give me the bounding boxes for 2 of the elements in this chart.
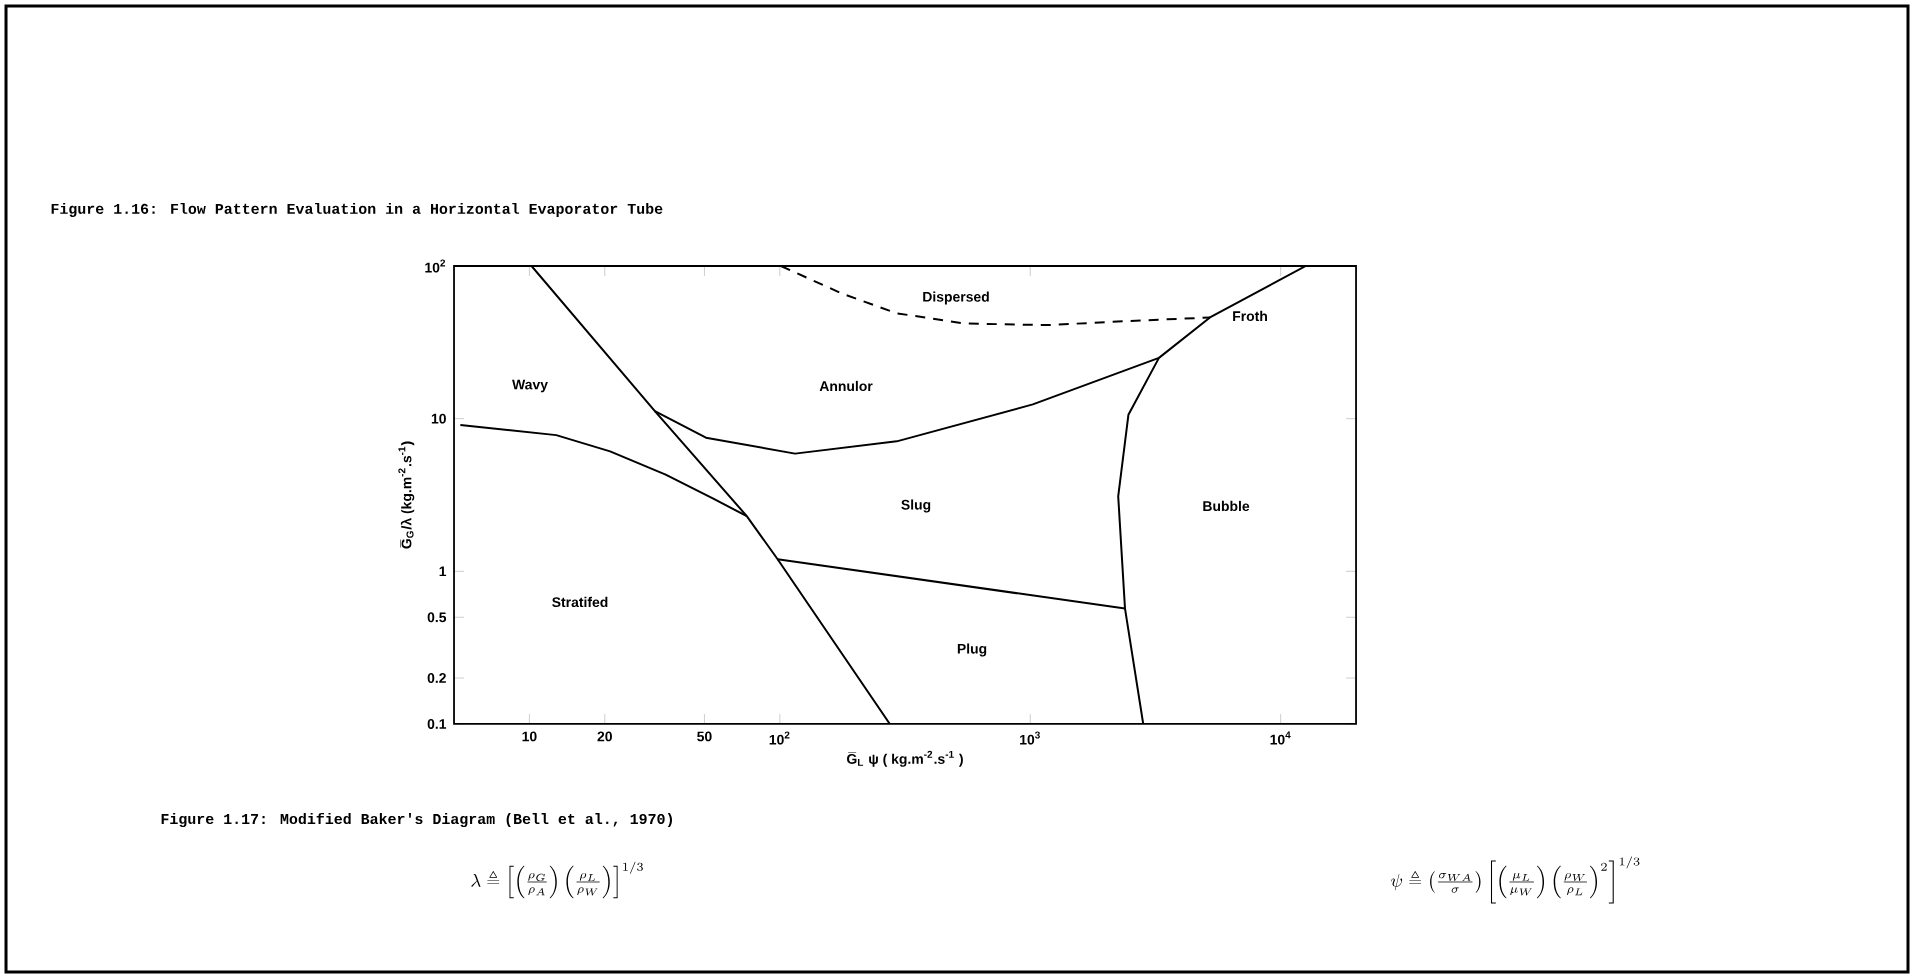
text: $\lambda \triangleq \left[\left(\frac{\rho_G}{\rho_A}\right)\left(\frac{\rho_L}{\rho_W}\right)\right]^{1/3}$ [471,861,643,899]
text: $\psi \triangleq \left(\frac{\sigma_{WA}}{\sigma}\right)\left[\left(\frac{\mu_L}{\mu_W}\right)\left(\frac{\rho_W}{\rho_L}\right)^{2}\right]^{1/3}$ [1390,856,1640,904]
